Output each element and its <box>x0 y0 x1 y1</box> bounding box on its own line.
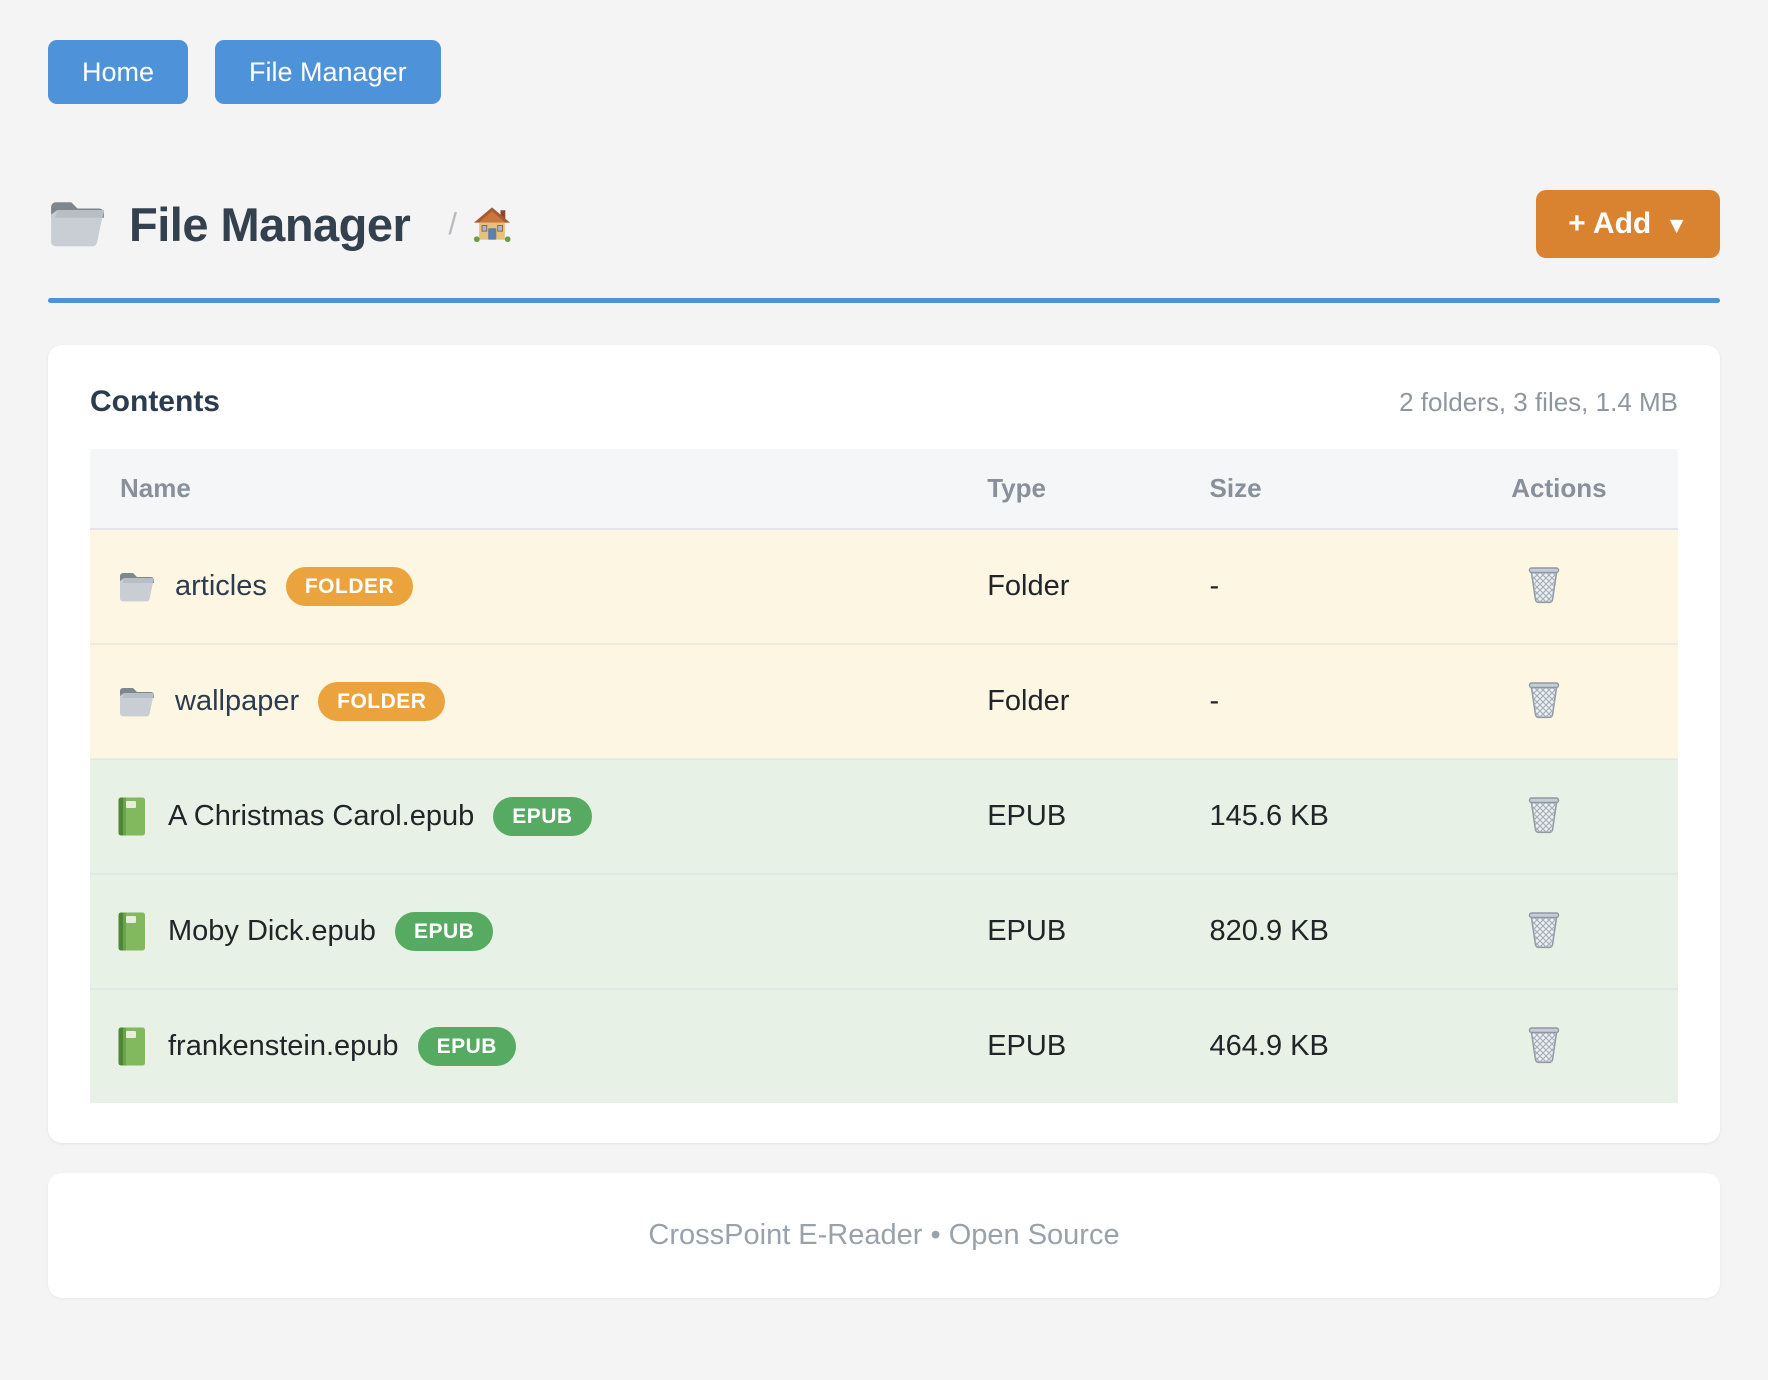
column-header-type: Type <box>987 449 1210 530</box>
table-header-row: Name Type Size Actions <box>90 449 1678 530</box>
contents-card: Contents 2 folders, 3 files, 1.4 MB Name… <box>48 345 1720 1144</box>
page-title: File Manager <box>129 197 411 251</box>
green-book-icon <box>118 1027 149 1066</box>
file-name: wallpaper <box>175 685 300 718</box>
file-name: articles <box>175 570 267 603</box>
folder-icon <box>120 687 154 717</box>
wastebasket-icon <box>1529 797 1560 834</box>
type-badge: FOLDER <box>285 567 414 607</box>
table-row[interactable]: frankenstein.epub EPUB EPUB 464.9 KB <box>90 988 1678 1104</box>
top-nav: Home File Manager <box>48 40 1720 105</box>
type-cell: Folder <box>987 528 1210 645</box>
file-table: Name Type Size Actions articles FOLDER F… <box>90 449 1678 1104</box>
column-header-actions: Actions <box>1511 449 1678 530</box>
delete-button[interactable] <box>1523 1021 1565 1066</box>
page-header: File Manager / <box>48 190 1720 259</box>
column-header-name: Name <box>90 449 988 530</box>
house-icon <box>473 207 511 243</box>
type-cell: EPUB <box>987 758 1210 875</box>
table-row[interactable]: Moby Dick.epub EPUB EPUB 820.9 KB <box>90 873 1678 990</box>
wastebasket-icon <box>1529 682 1560 719</box>
column-header-size: Size <box>1209 449 1512 530</box>
type-badge: EPUB <box>417 1027 516 1067</box>
breadcrumb-home-link[interactable] <box>473 206 511 243</box>
footer-text: CrossPoint E-Reader • Open Source <box>648 1219 1120 1252</box>
folder-icon <box>120 572 154 602</box>
wastebasket-icon <box>1529 1027 1560 1064</box>
delete-button[interactable] <box>1523 906 1565 951</box>
table-row[interactable]: wallpaper FOLDER Folder - <box>90 643 1678 760</box>
card-title: Contents <box>90 385 220 419</box>
type-badge: EPUB <box>394 912 494 952</box>
type-badge: FOLDER <box>318 682 446 722</box>
size-cell: - <box>1209 528 1512 645</box>
header-divider <box>48 298 1720 304</box>
add-button-label: + Add <box>1568 207 1652 241</box>
title-folder-icon-slot <box>48 199 107 249</box>
folder-icon <box>51 202 104 247</box>
type-cell: EPUB <box>987 873 1210 990</box>
type-cell: Folder <box>987 643 1210 760</box>
file-name: A Christmas Carol.epub <box>168 800 475 833</box>
size-cell: 145.6 KB <box>1209 758 1512 875</box>
delete-button[interactable] <box>1523 791 1565 836</box>
caret-down-icon: ▼ <box>1665 211 1688 238</box>
contents-summary: 2 folders, 3 files, 1.4 MB <box>1399 387 1678 418</box>
file-name: frankenstein.epub <box>168 1030 399 1063</box>
green-book-icon <box>118 912 149 951</box>
footer: CrossPoint E-Reader • Open Source <box>48 1173 1720 1299</box>
wastebasket-icon <box>1529 567 1560 604</box>
green-book-icon <box>118 797 149 836</box>
table-body: articles FOLDER Folder - wallpaper FOLDE… <box>90 528 1678 1104</box>
table-row[interactable]: articles FOLDER Folder - <box>90 528 1678 645</box>
type-cell: EPUB <box>987 988 1210 1104</box>
file-name: Moby Dick.epub <box>168 915 376 948</box>
type-badge: EPUB <box>493 797 592 837</box>
breadcrumb-separator: / <box>448 206 457 242</box>
table-row[interactable]: A Christmas Carol.epub EPUB EPUB 145.6 K… <box>90 758 1678 875</box>
breadcrumb: / <box>448 206 511 243</box>
size-cell: - <box>1209 643 1512 760</box>
home-nav-button[interactable]: Home <box>48 40 189 105</box>
delete-button[interactable] <box>1523 676 1565 721</box>
size-cell: 464.9 KB <box>1209 988 1512 1104</box>
wastebasket-icon <box>1529 912 1560 949</box>
file-manager-nav-button[interactable]: File Manager <box>215 40 441 105</box>
add-button[interactable]: + Add ▼ <box>1536 190 1720 259</box>
size-cell: 820.9 KB <box>1209 873 1512 990</box>
delete-button[interactable] <box>1523 561 1565 606</box>
